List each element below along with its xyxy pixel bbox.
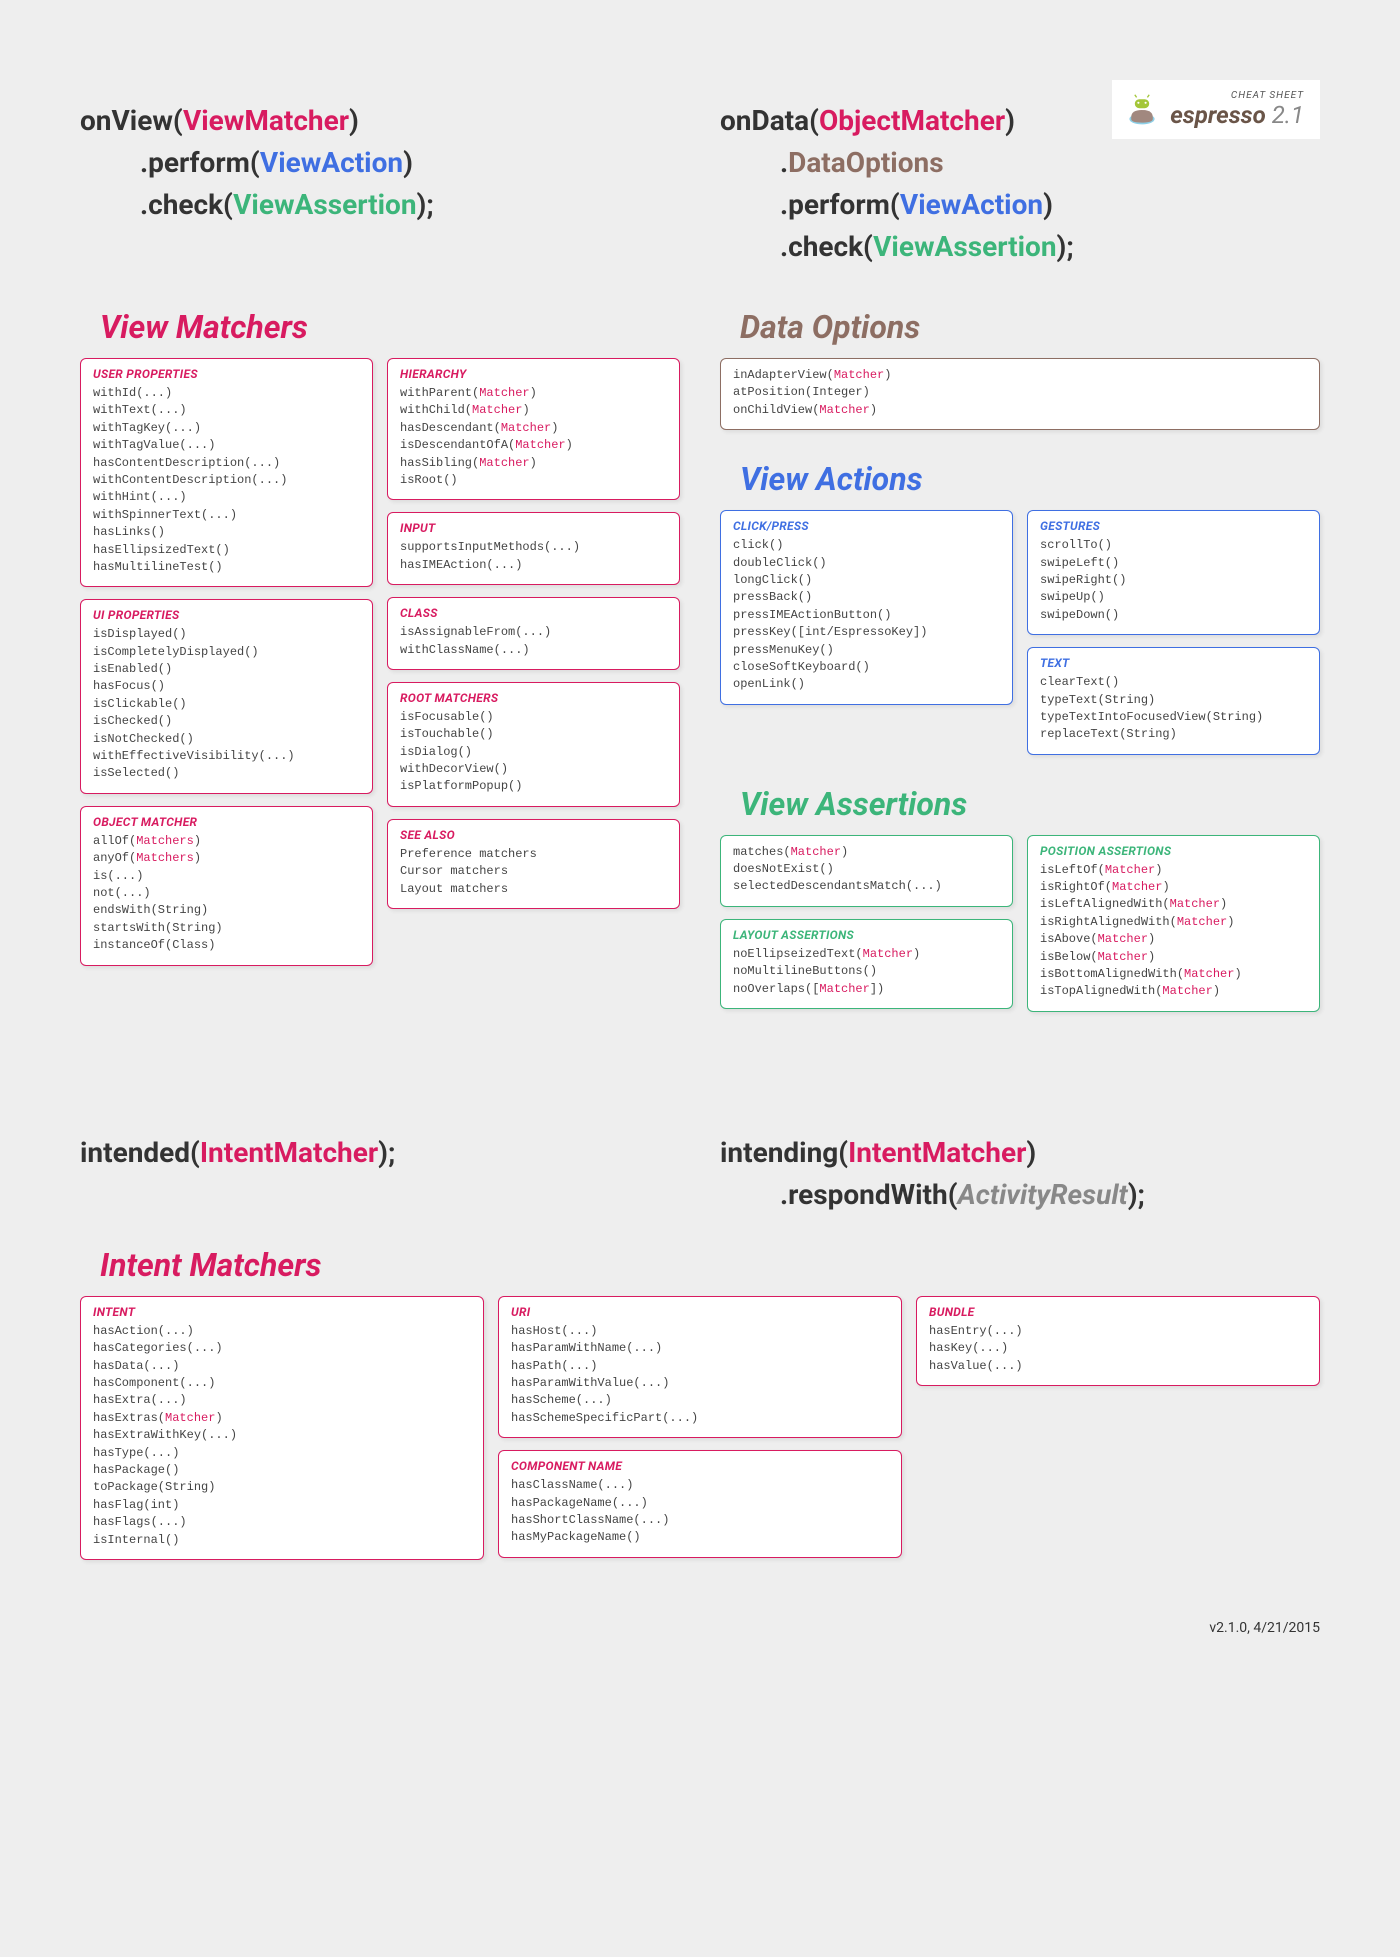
card-gestures: GESTURES scrollTo() swipeLeft() swipeRigh… xyxy=(1027,510,1320,635)
card-title: LAYOUT ASSERTIONS xyxy=(733,928,1000,942)
card-body: isAssignableFrom(...) withClassName(...) xyxy=(400,624,667,659)
card-title: POSITION ASSERTIONS xyxy=(1040,844,1307,858)
card-title: INTENT xyxy=(93,1305,471,1319)
view-actions-title: View Actions xyxy=(720,460,1320,498)
card-title: CLASS xyxy=(400,606,667,620)
card-title: COMPONENT NAME xyxy=(511,1459,889,1473)
logo-version: 2.1 xyxy=(1272,101,1304,129)
card-text: TEXT clearText() typeText(String) typeTex… xyxy=(1027,647,1320,755)
card-title: SEE ALSO xyxy=(400,828,667,842)
card-title: TEXT xyxy=(1040,656,1307,670)
card-title: HIERARCHY xyxy=(400,367,667,381)
card-title: UI PROPERTIES xyxy=(93,608,360,622)
card-body: click() doubleClick() longClick() pressB… xyxy=(733,537,1000,694)
card-body: Preference matchers Cursor matchers Layo… xyxy=(400,846,667,898)
card-click-press: CLICK/PRESS click() doubleClick() longCli… xyxy=(720,510,1013,705)
onview-signature: onView(ViewMatcher) .perform(ViewAction)… xyxy=(80,100,680,226)
card-uri: URI hasHost(...) hasParamWithName(...) ha… xyxy=(498,1296,902,1438)
card-body: hasAction(...) hasCategories(...) hasDat… xyxy=(93,1323,471,1549)
card-ui-properties: UI PROPERTIES isDisplayed() isCompletelyD… xyxy=(80,599,373,794)
card-body: supportsInputMethods(...) hasIMEAction(.… xyxy=(400,539,667,574)
data-options-title: Data Options xyxy=(720,308,1320,346)
card-input: INPUT supportsInputMethods(...) hasIMEAct… xyxy=(387,512,680,585)
card-see-also: SEE ALSO Preference matchers Cursor match… xyxy=(387,819,680,909)
card-assert-core: matches(Matcher) doesNotExist() selected… xyxy=(720,835,1013,907)
card-body: noEllipseizedText(Matcher) noMultilineBu… xyxy=(733,946,1000,998)
card-body: withId(...) withText(...) withTagKey(...… xyxy=(93,385,360,576)
logo-name: espresso xyxy=(1170,101,1266,129)
card-title: CLICK/PRESS xyxy=(733,519,1000,533)
card-body: isDisplayed() isCompletelyDisplayed() is… xyxy=(93,626,360,783)
card-body: isLeftOf(Matcher) isRightOf(Matcher) isL… xyxy=(1040,862,1307,1001)
card-layout-assertions: LAYOUT ASSERTIONS noEllipseizedText(Match… xyxy=(720,919,1013,1009)
intended-signature: intended(IntentMatcher); xyxy=(80,1132,680,1174)
intent-matchers-title: Intent Matchers xyxy=(80,1246,1320,1284)
card-component-name: COMPONENT NAME hasClassName(...) hasPacka… xyxy=(498,1450,902,1558)
card-body: clearText() typeText(String) typeTextInt… xyxy=(1040,674,1307,744)
footer-version: v2.1.0, 4/21/2015 xyxy=(80,1620,1320,1636)
card-body: withParent(Matcher) withChild(Matcher) h… xyxy=(400,385,667,489)
card-title: INPUT xyxy=(400,521,667,535)
card-body: hasClassName(...) hasPackageName(...) ha… xyxy=(511,1477,889,1547)
card-body: hasHost(...) hasParamWithName(...) hasPa… xyxy=(511,1323,889,1427)
card-title: URI xyxy=(511,1305,889,1319)
card-title: USER PROPERTIES xyxy=(93,367,360,381)
card-body: isFocusable() isTouchable() isDialog() w… xyxy=(400,709,667,796)
card-position-assertions: POSITION ASSERTIONS isLeftOf(Matcher) isR… xyxy=(1027,835,1320,1012)
intending-signature: intending(IntentMatcher) .respondWith(Ac… xyxy=(720,1132,1320,1216)
card-title: OBJECT MATCHER xyxy=(93,815,360,829)
card-title: ROOT MATCHERS xyxy=(400,691,667,705)
view-matchers-title: View Matchers xyxy=(80,308,680,346)
card-user-properties: USER PROPERTIES withId(...) withText(...)… xyxy=(80,358,373,587)
card-body: inAdapterView(Matcher) atPosition(Intege… xyxy=(733,367,1307,419)
logo: CHEAT SHEET espresso 2.1 xyxy=(1112,80,1320,139)
card-body: allOf(Matchers) anyOf(Matchers) is(...) … xyxy=(93,833,360,955)
espresso-icon xyxy=(1124,92,1160,128)
card-class: CLASS isAssignableFrom(...) withClassName… xyxy=(387,597,680,670)
card-body: scrollTo() swipeLeft() swipeRight() swip… xyxy=(1040,537,1307,624)
card-body: hasEntry(...) hasKey(...) hasValue(...) xyxy=(929,1323,1307,1375)
card-data-options: inAdapterView(Matcher) atPosition(Intege… xyxy=(720,358,1320,430)
logo-subtitle: CHEAT SHEET xyxy=(1170,90,1304,101)
card-bundle: BUNDLE hasEntry(...) hasKey(...) hasValue… xyxy=(916,1296,1320,1386)
card-body: matches(Matcher) doesNotExist() selected… xyxy=(733,844,1000,896)
card-title: BUNDLE xyxy=(929,1305,1307,1319)
card-object-matcher: OBJECT MATCHER allOf(Matchers) anyOf(Matc… xyxy=(80,806,373,966)
card-hierarchy: HIERARCHY withParent(Matcher) withChild(M… xyxy=(387,358,680,500)
card-root-matchers: ROOT MATCHERS isFocusable() isTouchable()… xyxy=(387,682,680,807)
card-title: GESTURES xyxy=(1040,519,1307,533)
card-intent: INTENT hasAction(...) hasCategories(...) … xyxy=(80,1296,484,1560)
view-assertions-title: View Assertions xyxy=(720,785,1320,823)
